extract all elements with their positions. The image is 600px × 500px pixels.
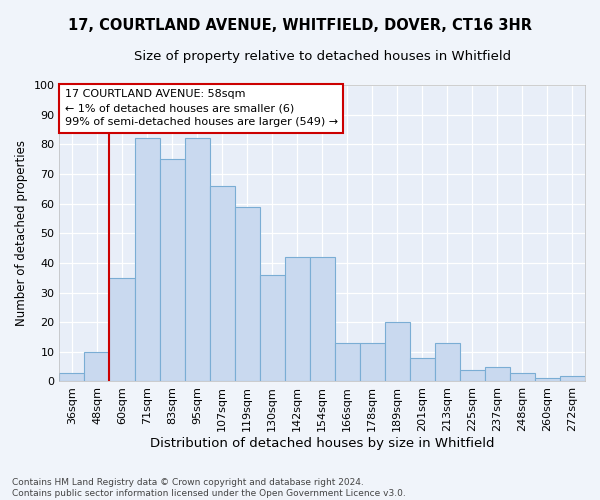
X-axis label: Distribution of detached houses by size in Whitfield: Distribution of detached houses by size …	[150, 437, 494, 450]
Text: 17 COURTLAND AVENUE: 58sqm
← 1% of detached houses are smaller (6)
99% of semi-d: 17 COURTLAND AVENUE: 58sqm ← 1% of detac…	[65, 90, 338, 128]
Bar	[335, 343, 360, 382]
Title: Size of property relative to detached houses in Whitfield: Size of property relative to detached ho…	[134, 50, 511, 63]
Bar	[235, 206, 260, 382]
Bar	[260, 274, 284, 382]
Bar	[460, 370, 485, 382]
Bar	[185, 138, 209, 382]
Bar	[385, 322, 410, 382]
Bar	[435, 343, 460, 382]
Bar	[310, 257, 335, 382]
Y-axis label: Number of detached properties: Number of detached properties	[15, 140, 28, 326]
Bar	[85, 352, 109, 382]
Bar	[284, 257, 310, 382]
Bar	[209, 186, 235, 382]
Bar	[160, 159, 185, 382]
Bar	[59, 372, 85, 382]
Bar	[510, 372, 535, 382]
Bar	[109, 278, 134, 382]
Bar	[535, 378, 560, 382]
Bar	[134, 138, 160, 382]
Text: 17, COURTLAND AVENUE, WHITFIELD, DOVER, CT16 3HR: 17, COURTLAND AVENUE, WHITFIELD, DOVER, …	[68, 18, 532, 32]
Bar	[485, 366, 510, 382]
Bar	[360, 343, 385, 382]
Bar	[410, 358, 435, 382]
Text: Contains HM Land Registry data © Crown copyright and database right 2024.
Contai: Contains HM Land Registry data © Crown c…	[12, 478, 406, 498]
Bar	[560, 376, 585, 382]
